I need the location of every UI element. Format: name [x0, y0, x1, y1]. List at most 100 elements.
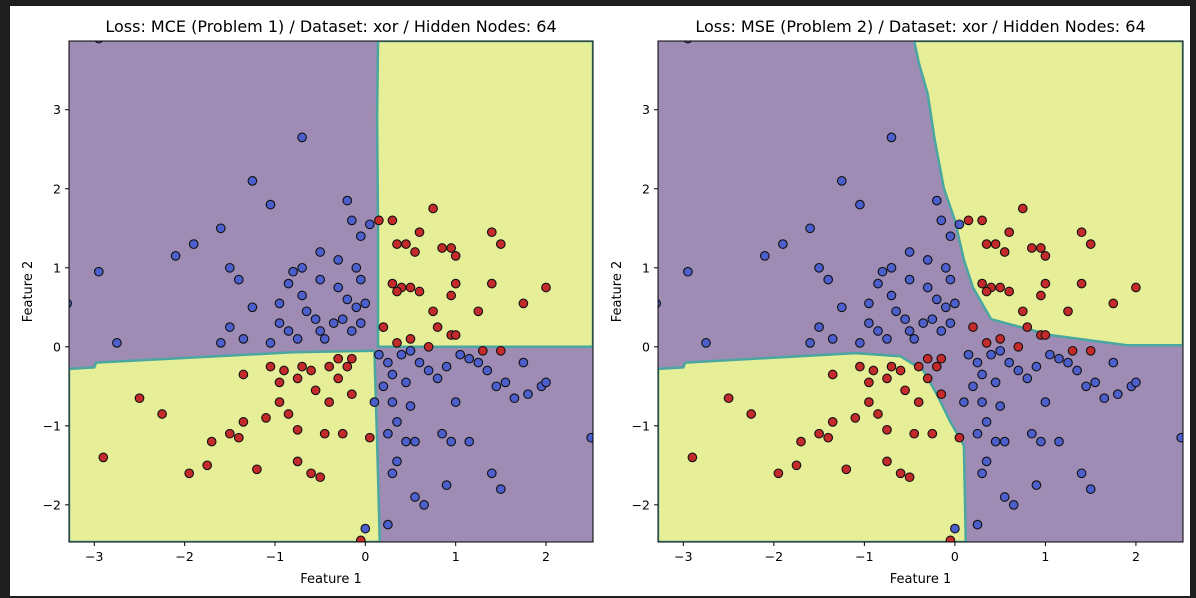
data-point-class-0 [401, 436, 411, 447]
x-tick-label: −2 [175, 549, 193, 564]
data-point-class-0 [918, 318, 929, 328]
data-point-class-0 [265, 338, 276, 348]
data-point-class-0 [310, 314, 321, 325]
data-point-class-1 [927, 428, 938, 439]
data-point-class-1 [1040, 330, 1051, 340]
data-point-class-0 [315, 247, 326, 257]
data-point-class-1 [274, 397, 285, 407]
data-point-class-1 [306, 468, 316, 479]
data-point-class-0 [940, 262, 951, 273]
data-point-class-0 [523, 389, 533, 400]
data-point-class-0 [432, 373, 443, 384]
data-point-class-0 [215, 223, 226, 234]
data-point-class-1 [405, 282, 416, 293]
data-point-class-0 [972, 357, 983, 368]
data-point-class-1 [995, 282, 1006, 293]
data-point-class-0 [410, 492, 420, 502]
data-point-class-0 [1045, 349, 1055, 360]
data-point-class-1 [963, 215, 974, 226]
data-point-class-0 [482, 365, 493, 376]
data-point-class-0 [405, 401, 416, 411]
y-tick-label: 0 [642, 339, 650, 354]
data-point-class-0 [814, 262, 824, 273]
data-point-class-0 [112, 338, 122, 348]
data-point-class-0 [683, 266, 693, 277]
axes-frame [68, 40, 594, 543]
data-point-class-1 [1063, 306, 1073, 317]
data-point-class-0 [423, 365, 434, 376]
data-point-class-1 [432, 322, 443, 332]
data-point-class-0 [1099, 393, 1110, 404]
y-axis-label: Feature 2 [610, 261, 625, 323]
data-point-class-1 [392, 338, 402, 348]
data-point-class-0 [886, 290, 897, 301]
data-point-class-1 [864, 397, 874, 407]
data-point-class-1 [486, 278, 497, 289]
y-tick-label: 3 [642, 102, 650, 117]
y-tick-label: 2 [53, 181, 61, 196]
data-point-class-1 [428, 306, 438, 317]
data-point-class-0 [346, 326, 357, 336]
data-point-class-0 [1076, 468, 1087, 479]
data-point-class-0 [1108, 357, 1119, 368]
data-point-class-1 [999, 247, 1010, 257]
data-point-class-0 [977, 397, 987, 407]
data-point-class-0 [864, 298, 874, 309]
data-point-class-1 [1036, 290, 1046, 301]
data-point-class-0 [972, 519, 983, 530]
data-point-class-0 [383, 428, 393, 439]
data-point-class-0 [274, 298, 285, 309]
data-point-class-0 [836, 302, 847, 313]
data-point-class-0 [224, 262, 235, 273]
data-point-class-1 [446, 243, 457, 253]
data-point-class-0 [392, 417, 402, 427]
data-point-class-0 [909, 334, 920, 344]
data-point-class-0 [405, 345, 416, 356]
data-point-class-1 [310, 385, 321, 396]
data-point-class-1 [392, 239, 402, 249]
data-point-class-1 [446, 290, 457, 301]
data-point-class-0 [342, 294, 353, 305]
data-point-class-0 [586, 432, 593, 443]
data-point-class-1 [1040, 251, 1051, 261]
data-point-class-1 [437, 243, 447, 253]
data-point-class-1 [945, 535, 956, 542]
data-point-class-0 [904, 247, 915, 257]
x-tick-label: −2 [765, 549, 783, 564]
data-point-class-1 [1085, 239, 1096, 249]
data-point-class-0 [1040, 397, 1051, 407]
data-point-class-1 [895, 365, 906, 376]
data-point-class-0 [215, 338, 226, 348]
data-point-class-1 [1108, 298, 1119, 309]
data-point-class-1 [450, 330, 461, 340]
data-point-class-0 [170, 251, 181, 261]
data-point-class-0 [999, 436, 1010, 447]
data-point-class-1 [279, 365, 289, 376]
x-tick-label: 1 [452, 549, 460, 564]
data-point-class-0 [990, 377, 1001, 388]
x-tick-label: 2 [1132, 549, 1140, 564]
data-point-class-1 [233, 432, 244, 443]
data-point-class-1 [900, 385, 910, 396]
data-point-class-0 [1112, 389, 1123, 400]
data-point-class-1 [855, 361, 865, 372]
region-class-1 [912, 41, 1183, 347]
data-point-class-1 [981, 239, 992, 249]
data-point-class-0 [836, 176, 847, 186]
data-point-class-1 [495, 239, 506, 249]
data-point-class-0 [927, 314, 938, 325]
data-point-class-0 [950, 523, 960, 534]
data-point-class-0 [701, 338, 711, 348]
plot-area [69, 41, 593, 542]
data-point-class-1 [981, 286, 992, 297]
data-point-class-0 [333, 282, 344, 293]
data-point-class-1 [292, 424, 303, 435]
data-point-class-0 [419, 500, 429, 510]
data-point-class-0 [945, 318, 956, 328]
data-point-class-0 [319, 334, 330, 344]
data-point-class-1 [355, 535, 366, 542]
data-point-class-1 [1017, 306, 1028, 317]
data-point-class-1 [392, 286, 402, 297]
data-point-class-1 [387, 278, 398, 289]
data-point-class-1 [274, 377, 285, 388]
